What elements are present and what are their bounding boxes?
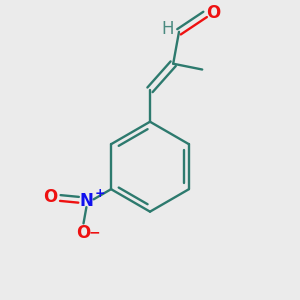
Text: −: − [89,225,100,239]
Text: +: + [94,187,105,200]
Text: O: O [206,4,220,22]
Text: O: O [44,188,58,206]
Text: N: N [80,192,93,210]
Text: O: O [76,224,91,242]
Text: H: H [162,20,174,38]
